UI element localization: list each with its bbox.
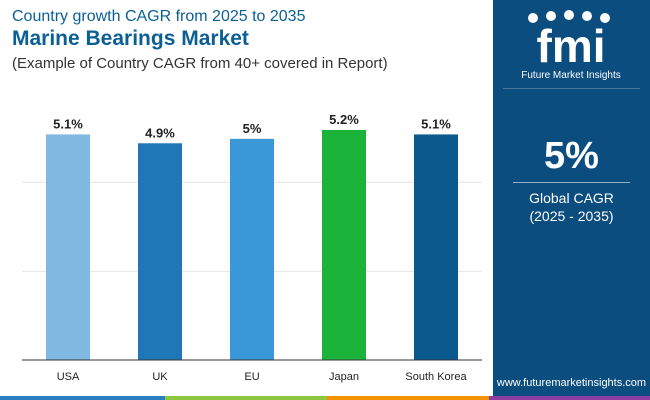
x-tick-label-uk: UK [152,371,168,383]
value-label-eu: 5% [243,121,262,136]
value-label-uk: 4.9% [145,125,175,140]
chart-header: Country growth CAGR from 2025 to 2035 Ma… [0,0,493,88]
value-label-usa: 5.1% [53,116,83,131]
logo-name: Future Market Insights [521,70,620,81]
chart-subtitle: (Example of Country CAGR from 40+ covere… [12,55,388,72]
bar-eu [230,138,274,360]
bar-south-korea [414,134,458,360]
cagr-separator [513,182,630,183]
bottom-bar-segment-green [165,396,327,400]
chart-area: 5.1% USA 4.9% UK 5% EU 5.2% Japan 5.1% South Kore… [0,88,493,392]
value-label-south-korea: 5.1% [421,116,451,131]
global-cagr-range: (2025 - 2035) [529,208,614,224]
bar-usa [46,134,90,360]
x-tick-label-usa: USA [57,371,80,383]
logo-mark: fmi [537,20,606,72]
bottom-bar-segment-purple [489,396,650,400]
bottom-bar-segment-blue [0,396,165,400]
value-label-japan: 5.2% [329,112,359,127]
bottom-color-bar [0,396,650,400]
bar-uk [138,143,182,360]
bar-japan [322,130,366,360]
website-url[interactable]: www.futuremarketinsights.com [496,377,647,389]
chart-supertitle: Country growth CAGR from 2025 to 2035 [12,8,306,25]
side-panel: fmi Future Market Insights [493,0,650,400]
global-cagr-value: 5% [544,135,599,177]
x-tick-label-eu: EU [244,371,259,383]
bottom-bar-segment-orange [327,396,489,400]
x-tick-label-south-korea: South Korea [405,371,467,383]
chart-title: Marine Bearings Market [12,27,249,50]
fmi-logo: fmi Future Market Insights [521,10,621,81]
panel-divider [503,88,640,89]
x-tick-label-japan: Japan [329,371,359,383]
global-cagr-label: Global CAGR [529,190,614,206]
bar-chart: 5.1% USA 4.9% UK 5% EU 5.2% Japan 5.1% South Kore… [22,112,482,383]
